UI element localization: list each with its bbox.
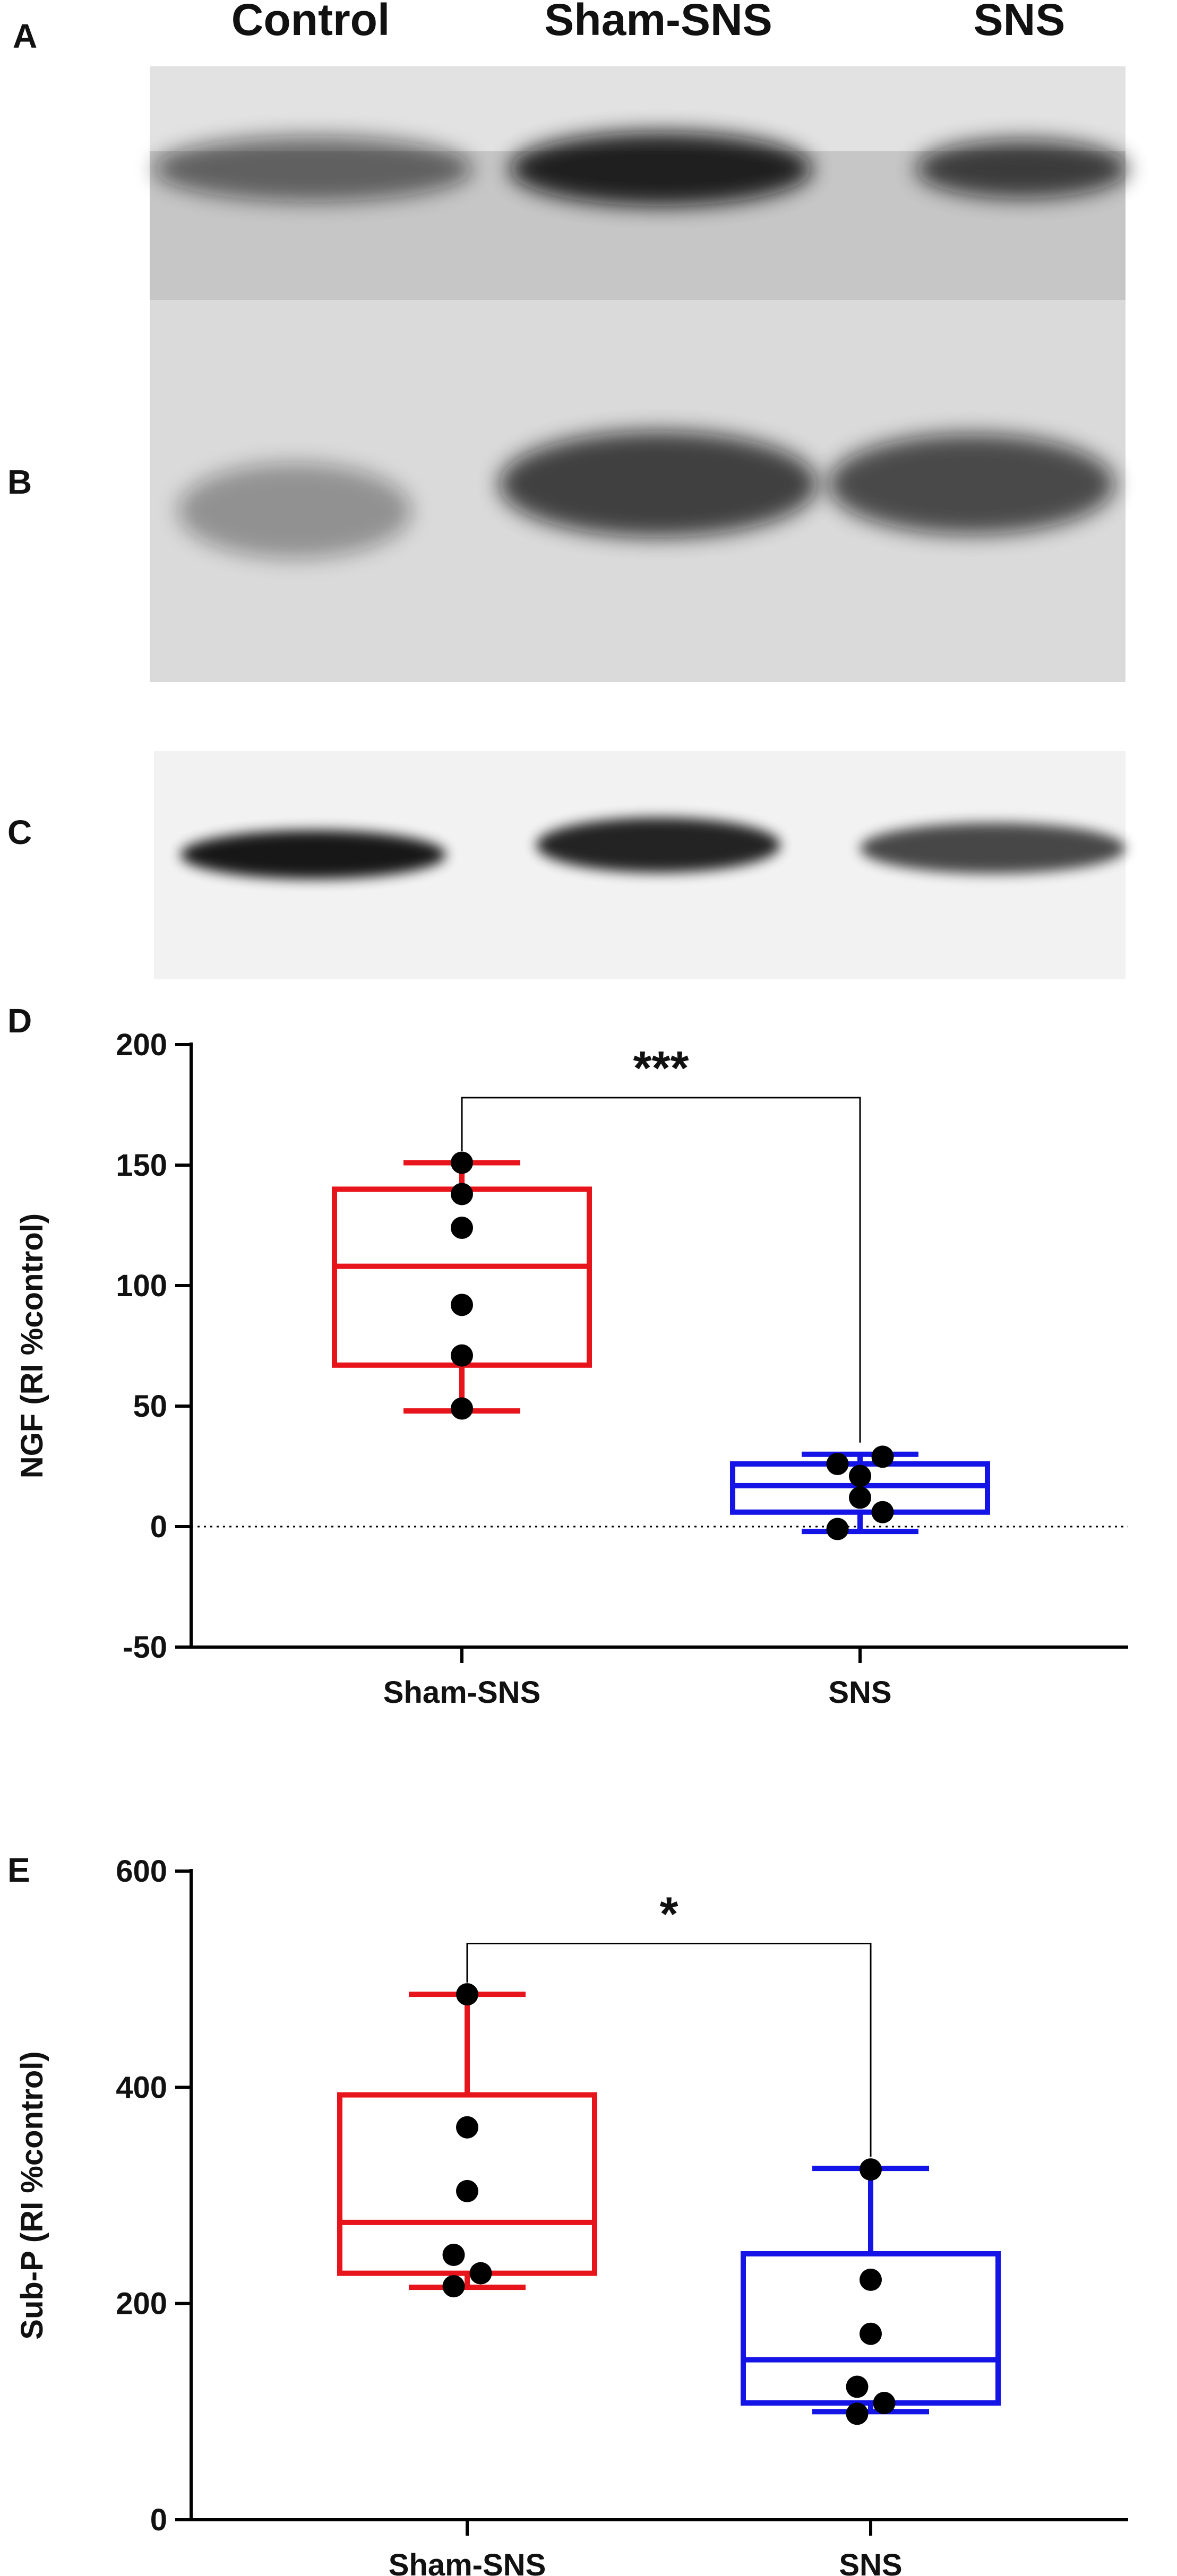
data-point bbox=[860, 2322, 882, 2345]
data-point bbox=[871, 1445, 894, 1468]
data-point bbox=[451, 1344, 473, 1367]
y-axis-title: Sub-P (RI %control) bbox=[15, 2051, 49, 2339]
chart-ngf: -50 0 50 100 150 200 NGF (RI %control) Sham-SNS… bbox=[15, 1028, 1128, 1710]
data-point bbox=[451, 1183, 473, 1205]
lane-label-sham-sns: Sham-SNS bbox=[544, 0, 772, 45]
data-point bbox=[451, 1151, 473, 1174]
significance-label: * bbox=[659, 1888, 678, 1941]
panel-label-b: B bbox=[7, 463, 32, 501]
data-point bbox=[873, 2392, 896, 2415]
blot-a-band-sns bbox=[916, 139, 1128, 199]
data-point bbox=[846, 2402, 869, 2425]
data-point bbox=[846, 2375, 869, 2398]
blot-c-band-sham-sns bbox=[536, 817, 780, 873]
blot-a-band-sham-sns bbox=[510, 132, 812, 206]
data-point bbox=[849, 1464, 871, 1487]
panel-label-a: A bbox=[13, 17, 37, 55]
data-point bbox=[469, 2262, 492, 2285]
data-point bbox=[442, 2275, 465, 2298]
blot-a bbox=[150, 66, 1128, 300]
data-point bbox=[871, 1501, 894, 1523]
data-point bbox=[826, 1452, 849, 1475]
box-iqr bbox=[337, 2092, 597, 2276]
blot-b-band-control bbox=[178, 463, 411, 558]
data-point bbox=[442, 2244, 465, 2267]
y-axis-title: NGF (RI %control) bbox=[15, 1213, 49, 1478]
blot-c-band-control bbox=[181, 830, 446, 879]
y-tick-label: 600 bbox=[116, 1854, 167, 1889]
data-point bbox=[451, 1217, 473, 1239]
panel-label-d: D bbox=[7, 1002, 32, 1040]
x-tick-label: SNS bbox=[839, 2548, 902, 2576]
data-point bbox=[456, 2179, 478, 2202]
panel-label-c: C bbox=[7, 813, 32, 851]
blot-b-band-sns bbox=[828, 434, 1115, 535]
lane-label-sns: SNS bbox=[974, 0, 1066, 45]
y-tick-label: 0 bbox=[150, 2503, 167, 2537]
data-point bbox=[860, 2158, 882, 2181]
y-tick-label: 100 bbox=[116, 1269, 167, 1303]
y-tick-label: 400 bbox=[116, 2070, 167, 2105]
panel-label-e: E bbox=[7, 1851, 30, 1889]
y-tick-label: 0 bbox=[150, 1510, 167, 1544]
box-iqr bbox=[332, 1186, 592, 1368]
lane-label-control: Control bbox=[231, 0, 390, 45]
y-tick-label: 200 bbox=[116, 2287, 167, 2321]
blot-b-band-sham-sns bbox=[499, 431, 818, 537]
blot-c-band-sns bbox=[860, 823, 1126, 874]
data-point bbox=[456, 2116, 478, 2139]
y-tick-label: 200 bbox=[116, 1028, 167, 1062]
data-point bbox=[860, 2268, 882, 2291]
blot-b bbox=[150, 300, 1126, 682]
significance-bracket bbox=[461, 1097, 861, 1443]
x-tick-label: SNS bbox=[828, 1675, 891, 1710]
blot-a-band-control bbox=[154, 136, 472, 202]
data-point bbox=[849, 1486, 871, 1509]
y-tick-label: -50 bbox=[123, 1630, 167, 1665]
blot-c bbox=[154, 751, 1126, 979]
box-iqr bbox=[741, 2251, 1001, 2406]
x-tick-label: Sham-SNS bbox=[389, 2548, 546, 2576]
data-point bbox=[451, 1294, 473, 1316]
chart-sub-p: 0 200 400 600 Sub-P (RI %control) Sham-SNS SNS… bbox=[15, 1854, 1128, 2576]
significance-label: *** bbox=[633, 1042, 689, 1095]
data-point bbox=[451, 1397, 473, 1420]
y-tick-label: 150 bbox=[116, 1148, 167, 1183]
y-tick-label: 50 bbox=[133, 1389, 167, 1424]
significance-bracket bbox=[466, 1942, 872, 2157]
data-point bbox=[456, 1983, 478, 2006]
data-point bbox=[826, 1518, 849, 1540]
x-tick-label: Sham-SNS bbox=[383, 1675, 541, 1710]
